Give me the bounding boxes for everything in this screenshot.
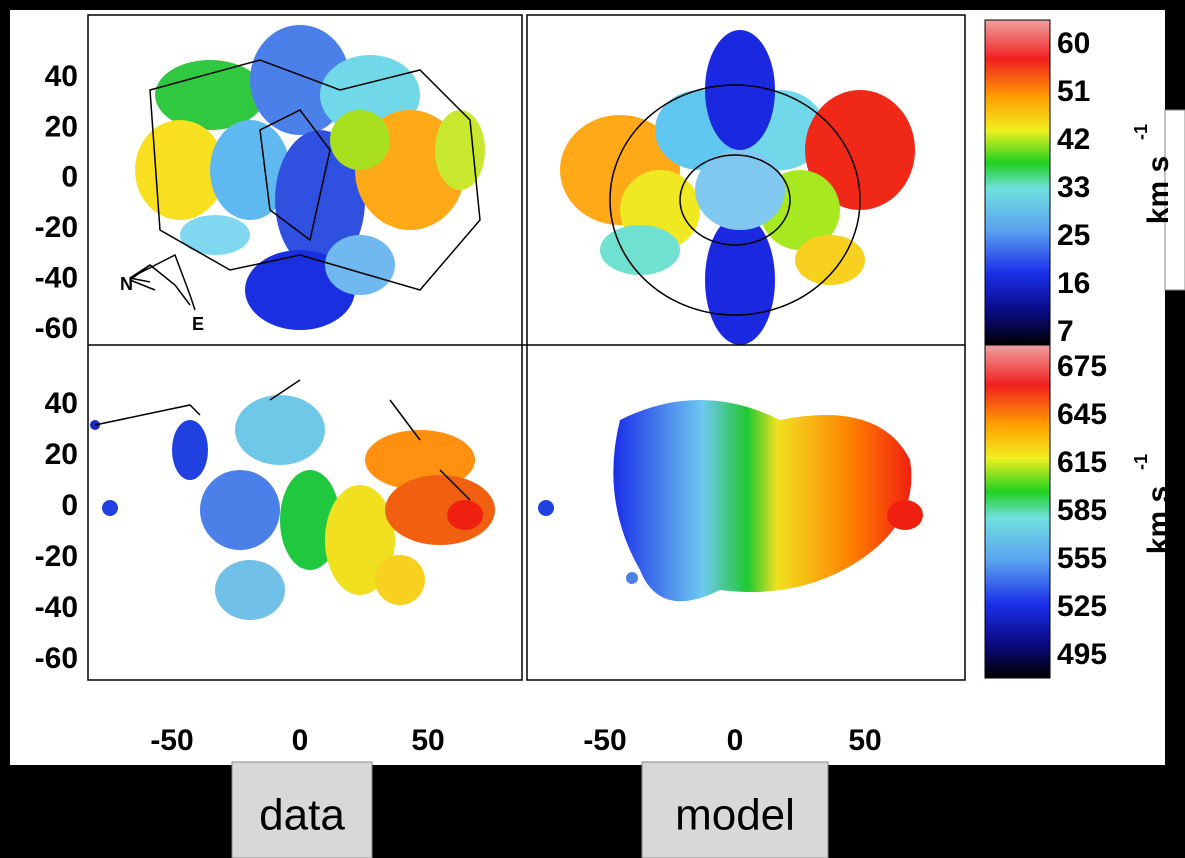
colorbar-label: 25: [1057, 219, 1090, 252]
compass-north: N: [120, 274, 133, 294]
compass-east: E: [192, 314, 204, 334]
y-tick-label: 0: [61, 489, 78, 522]
axes-frames: [87, 14, 966, 681]
colorbar-label: 585: [1057, 494, 1107, 527]
compass-arrows: [129, 253, 196, 311]
colorbar-label: 60: [1057, 27, 1090, 60]
colorbar-label: 33: [1057, 171, 1090, 204]
caption-box: [231, 761, 373, 858]
colorbar-label: 495: [1057, 638, 1107, 671]
top-border: [0, 0, 560, 10]
colorbar-label: 645: [1057, 398, 1107, 431]
x-tick-label: -50: [583, 724, 626, 757]
colorbar-unit: km s -1: [1131, 454, 1175, 554]
map-bottom-right: [538, 400, 923, 602]
side-tab: [1164, 109, 1185, 291]
unit-exponent: -1: [1131, 124, 1151, 140]
y-tick-label: 20: [45, 438, 78, 471]
x-tick-label: 50: [411, 724, 444, 757]
caption-data: data: [259, 791, 345, 840]
y-tick-label: -40: [35, 262, 78, 295]
y-tick-label: 20: [45, 110, 78, 143]
y-tick-label: 40: [45, 60, 78, 93]
colorbar-label: 615: [1057, 446, 1107, 479]
y-tick-label: -20: [35, 211, 78, 244]
caption-box: [641, 761, 829, 858]
x-tick-label: 0: [292, 724, 309, 757]
colorbar-top: [984, 19, 1051, 346]
map-bottom-left: [90, 379, 495, 620]
caption-bar: [0, 765, 1185, 858]
y-tick-label: -60: [35, 312, 78, 345]
caption-model: model: [675, 791, 795, 840]
colorbar-label: 555: [1057, 542, 1107, 575]
y-tick-label: 40: [45, 387, 78, 420]
x-tick-label: 50: [848, 724, 881, 757]
colorbar-bottom: [984, 344, 1051, 679]
map-top-left: [129, 25, 485, 330]
y-tick-label: -40: [35, 591, 78, 624]
colorbar-label: 525: [1057, 590, 1107, 623]
y-tick-label: -60: [35, 642, 78, 675]
colorbar-label: 675: [1057, 350, 1107, 383]
y-tick-label: 0: [61, 161, 78, 194]
colorbar-label: 42: [1057, 123, 1090, 156]
colorbar-label: 7: [1057, 315, 1074, 348]
unit-exponent: -1: [1131, 454, 1151, 470]
colorbar-unit: km s -1: [1131, 124, 1175, 224]
y-tick-label: -20: [35, 540, 78, 573]
map-top-right: [560, 30, 915, 345]
colorbar-label: 16: [1057, 267, 1090, 300]
unit-label: km s: [1142, 486, 1175, 554]
colorbar-label: 51: [1057, 75, 1090, 108]
x-tick-label: 0: [727, 724, 744, 757]
x-tick-label: -50: [150, 724, 193, 757]
unit-label: km s: [1142, 156, 1175, 224]
